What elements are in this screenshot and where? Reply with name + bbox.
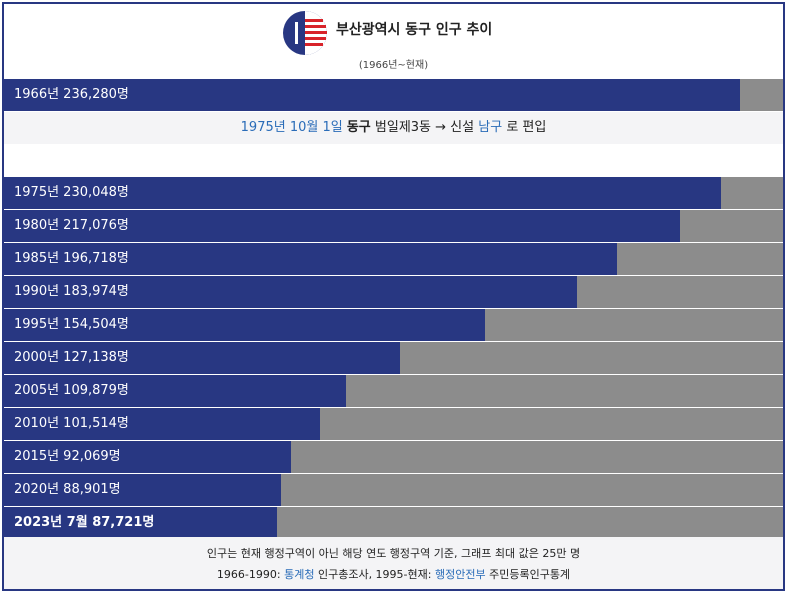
bar-label: 1995년 154,504명 bbox=[14, 317, 129, 332]
bar-row: 1980년 217,076명 bbox=[4, 210, 783, 242]
bar bbox=[4, 375, 346, 407]
bar bbox=[4, 210, 680, 242]
bar bbox=[4, 441, 291, 473]
bar-label: 2023년 7월 87,721명 bbox=[14, 515, 155, 530]
bar-label: 2010년 101,514명 bbox=[14, 416, 129, 431]
bar-row: 1985년 196,718명 bbox=[4, 243, 783, 275]
source-middle: 인구총조사, 1995-현재: bbox=[317, 568, 432, 581]
ministry-link[interactable]: 행정안전부 bbox=[434, 568, 486, 581]
bar-label: 1975년 230,048명 bbox=[14, 185, 129, 200]
bar bbox=[4, 507, 277, 539]
bar bbox=[4, 342, 400, 374]
bar bbox=[4, 309, 485, 341]
bar-label: 2005년 109,879명 bbox=[14, 383, 129, 398]
bar-row: 2020년 88,901명 bbox=[4, 474, 783, 506]
bar bbox=[4, 79, 740, 111]
note-middle-text: 범일제3동 → 신설 bbox=[374, 120, 475, 135]
bar-label: 1985년 196,718명 bbox=[14, 251, 129, 266]
bar-row: 1990년 183,974명 bbox=[4, 276, 783, 308]
statistics-korea-link[interactable]: 통계청 bbox=[284, 568, 315, 581]
chart-header: 부산광역시 동구 인구 추이 (1966년~현재) bbox=[4, 4, 783, 78]
bar-label: 2020년 88,901명 bbox=[14, 482, 121, 497]
busan-city-emblem-icon bbox=[283, 11, 327, 55]
boundary-change-note: 1975년 10월 1일 동구 범일제3동 → 신설 남구 로 편입 bbox=[4, 112, 783, 144]
bar-row: 2023년 7월 87,721명 bbox=[4, 507, 783, 539]
bar-row: 2010년 101,514명 bbox=[4, 408, 783, 440]
bar bbox=[4, 474, 281, 506]
nam-gu-link[interactable]: 남구 bbox=[478, 120, 503, 135]
bar-row: 1975년 230,048명 bbox=[4, 177, 783, 209]
bar-label: 2000년 127,138명 bbox=[14, 350, 129, 365]
bar bbox=[4, 243, 617, 275]
bar-row: 2000년 127,138명 bbox=[4, 342, 783, 374]
bar-row: 2015년 92,069명 bbox=[4, 441, 783, 473]
note-suffix-text: 로 편입 bbox=[506, 120, 547, 135]
bar bbox=[4, 276, 577, 308]
chart-title: 부산광역시 동구 인구 추이 bbox=[336, 22, 493, 38]
bar-label: 1966년 236,280명 bbox=[14, 87, 129, 102]
bar-row: 1966년 236,280명 bbox=[4, 79, 783, 111]
bar-label: 2015년 92,069명 bbox=[14, 449, 121, 464]
source-prefix: 1966-1990: bbox=[216, 568, 281, 581]
bar bbox=[4, 177, 721, 209]
chart-subtitle: (1966년~현재) bbox=[358, 60, 429, 71]
bar-row: 1995년 154,504명 bbox=[4, 309, 783, 341]
chart-footer: 인구는 현재 행정구역이 아닌 해당 연도 행정구역 기준, 그래프 최대 값은… bbox=[4, 537, 783, 589]
date-link[interactable]: 1975년 10월 1일 bbox=[240, 120, 343, 135]
source-suffix: 주민등록인구통계 bbox=[489, 568, 571, 581]
footer-note: 인구는 현재 행정구역이 아닌 해당 연도 행정구역 기준, 그래프 최대 값은… bbox=[206, 547, 581, 560]
bar-label: 1980년 217,076명 bbox=[14, 218, 129, 233]
bar bbox=[4, 408, 320, 440]
district-name: 동구 bbox=[346, 120, 371, 135]
bar-row: 2005년 109,879명 bbox=[4, 375, 783, 407]
footer-sources: 1966-1990: 통계청 인구총조사, 1995-현재: 행정안전부 주민등… bbox=[4, 566, 783, 582]
bar-label: 1990년 183,974명 bbox=[14, 284, 129, 299]
